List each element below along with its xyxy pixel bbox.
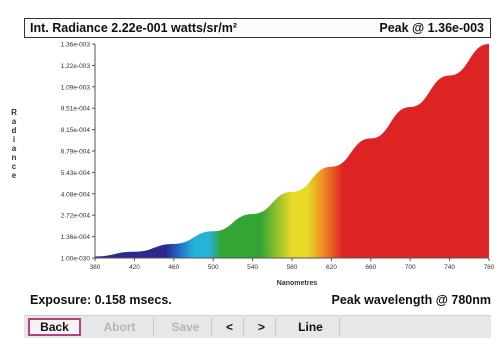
y-tick-label: 9.51e-004 [61, 106, 91, 113]
line-button[interactable]: Line [282, 318, 340, 336]
y-axis-label-letter: a [12, 144, 17, 153]
x-tick-label: 660 [365, 264, 376, 271]
spectrum-chart: 1.36e-003 1.22e-003 1.09e-003 9.51e-004 8.15… [11, 42, 495, 288]
y-tick-label: 1.22e-003 [61, 63, 91, 70]
peak-wavelength-text: Peak wavelength @ 780nm [331, 293, 491, 307]
x-tick-label: 460 [168, 264, 179, 271]
next-button[interactable]: > [248, 318, 276, 336]
y-axis-label-letter: d [12, 126, 17, 135]
y-axis-label-letter: a [12, 117, 17, 126]
x-axis-label: Nanometres [277, 280, 318, 287]
x-tick-label: 580 [287, 264, 298, 271]
y-tick-label: 4.08e-004 [61, 191, 91, 198]
y-axis-label: Radiance [11, 108, 17, 180]
x-tick-label: 420 [129, 264, 140, 271]
y-tick-label: 1.09e-003 [61, 84, 91, 91]
spectrum-fill-area [95, 44, 489, 258]
y-axis-label-letter: c [12, 162, 17, 171]
y-tick-label: 6.79e-004 [61, 149, 91, 156]
x-tick-labels: 380 420 460 500 540 580 620 660 700 740 780 [90, 258, 495, 271]
y-tick-labels: 1.36e-003 1.22e-003 1.09e-003 9.51e-004 8.15… [61, 42, 95, 263]
exposure-text: Exposure: 0.158 msecs. [30, 293, 172, 307]
y-tick-label: 5.43e-004 [61, 170, 91, 177]
y-tick-label: 8.15e-004 [61, 127, 91, 134]
y-axis-label-letter: n [12, 153, 17, 162]
x-tick-label: 700 [405, 264, 416, 271]
abort-button[interactable]: Abort [86, 318, 154, 336]
integrated-radiance-text: Int. Radiance 2.22e-001 watts/sr/m² [30, 21, 238, 35]
y-tick-label: 1.36e-003 [61, 42, 91, 49]
x-tick-label: 620 [326, 264, 337, 271]
bottom-toolbar: Back Abort Save < > Line [24, 315, 491, 338]
y-tick-label: 1.00e-030 [61, 256, 91, 263]
back-button[interactable]: Back [28, 318, 81, 336]
spectrum-area [95, 44, 489, 258]
x-tick-label: 540 [247, 264, 258, 271]
x-tick-label: 380 [90, 264, 101, 271]
y-axis-label-letter: R [11, 108, 17, 117]
y-tick-label: 1.36e-004 [61, 234, 91, 241]
x-tick-label: 780 [484, 264, 495, 271]
y-axis-label-letter: e [12, 171, 17, 180]
save-button[interactable]: Save [160, 318, 212, 336]
previous-button[interactable]: < [216, 318, 244, 336]
x-tick-label: 740 [444, 264, 455, 271]
peak-value-text: Peak @ 1.36e-003 [379, 21, 484, 35]
y-axis-label-letter: i [13, 135, 15, 144]
x-tick-label: 500 [208, 264, 219, 271]
y-tick-label: 2.72e-004 [61, 213, 91, 220]
radiance-header-bar: Int. Radiance 2.22e-001 watts/sr/m² Peak… [24, 18, 491, 38]
